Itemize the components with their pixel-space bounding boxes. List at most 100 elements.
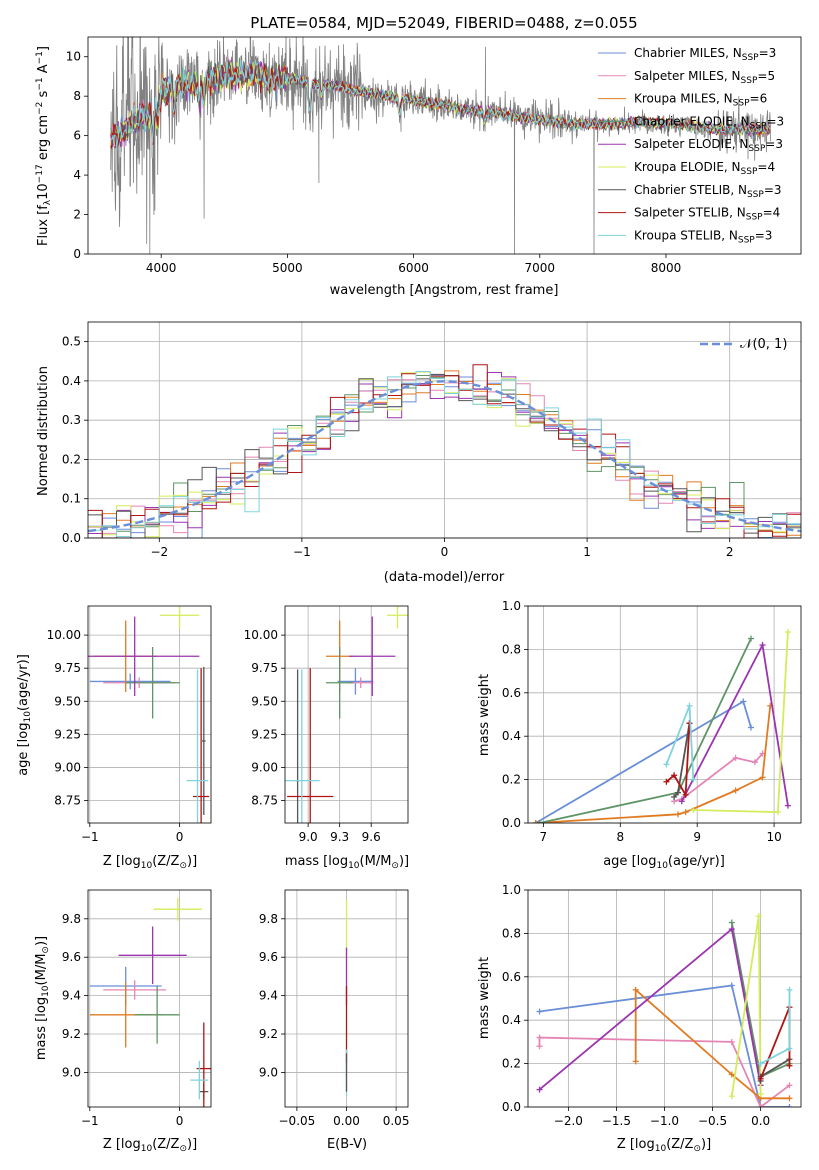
mass-weight-line — [538, 927, 762, 1091]
label-part: Chabrier MILES, N — [634, 46, 742, 60]
tick-label-y: 9.25 — [251, 727, 278, 741]
axes-massweight_vs_Z: −2.0 −1.5 −1.0 −0.5 0.0 0.0 0.2 0.4 0.6 0.8 1.0 — [502, 883, 802, 1128]
tick-label-x: 5000 — [272, 261, 303, 275]
label-part: 10 — [36, 183, 51, 200]
chart-title: PLATE=0584, MJD=52049, FIBERID=0488, z=0… — [250, 14, 637, 32]
y-axis-label: Flux [fλ10−17 erg cm−2 s−1 A−1] — [35, 46, 53, 246]
legend-label: 𝒩(0, 1) — [740, 337, 787, 352]
axes-age_vs_Z: −1 0 8.75 9.00 9.25 9.50 9.75 10.00 — [47, 605, 212, 844]
label-part: =3 — [764, 183, 782, 197]
tick-label-y: 0.5 — [62, 335, 81, 349]
normal-reference-curve — [88, 380, 801, 533]
label-part: Kroupa MILES, N — [634, 92, 733, 106]
tick-label-x: 8000 — [651, 261, 682, 275]
label-part: 10 — [141, 861, 153, 871]
label-part: )] — [187, 1137, 197, 1152]
legend-label: Kroupa STELIB, NSSP=3 — [634, 228, 772, 245]
axes-mass_vs_ebv: −0.05 0.00 0.05 9.0 9.2 9.4 9.6 9.8 — [259, 889, 409, 1128]
tick-label-y: 0.2 — [502, 773, 521, 787]
y-axis-label: mass [log10(M/M⊙)] — [34, 936, 51, 1060]
label-part: Z [log — [103, 854, 141, 869]
label-part: =3 — [765, 137, 783, 151]
y-axis-label: mass weight — [477, 957, 492, 1039]
tick-label-x: −2.0 — [554, 1114, 583, 1128]
x-axis-label: Z [log10(Z/Z⊙)] — [103, 854, 197, 871]
plot-area — [110, 37, 771, 254]
axes-frame — [284, 889, 409, 1108]
label-part: =3 — [755, 228, 773, 242]
tick-label-y: 6 — [73, 129, 81, 143]
x-axis-label: mass [log10(M/M⊙)] — [285, 854, 409, 871]
legend-label: Chabrier STELIB, NSSP=3 — [634, 183, 782, 200]
axes-residual_histogram: −2 −1 0 1 2 0.0 0.1 0.2 0.3 0.4 0.5 — [62, 321, 802, 559]
plot-area — [536, 913, 793, 1107]
label-part: A — [36, 64, 51, 77]
plot-area — [88, 364, 801, 538]
tick-label-y: 0.4 — [502, 729, 521, 743]
axes-massweight_vs_age: 7 8 9 10 0.0 0.2 0.4 0.6 0.8 1.0 — [502, 599, 802, 844]
label-part: 10 — [655, 1144, 667, 1154]
tick-label-y: 9.2 — [259, 1027, 278, 1041]
tick-label-x: 7 — [540, 830, 548, 844]
axes-mass_vs_Z: −1 0 9.0 9.2 9.4 9.6 9.8 — [62, 889, 212, 1128]
label-part: =4 — [763, 206, 781, 220]
label-part: λ — [43, 199, 53, 205]
label-part: Kroupa ELODIE, N — [634, 160, 741, 174]
label-part: Salpeter ELODIE, N — [634, 137, 748, 151]
label-part: SSP — [741, 76, 758, 86]
tick-label-y: 9.6 — [62, 950, 81, 964]
tick-label-x: −2 — [150, 545, 168, 559]
tick-label-y: 9.2 — [62, 1027, 81, 1041]
tick-label-y: 8.75 — [54, 794, 81, 808]
plot-area — [88, 606, 210, 823]
label-part: 10 — [41, 985, 51, 997]
y-axis-label: mass weight — [477, 674, 492, 756]
tick-label-y: 9.8 — [259, 912, 278, 926]
legend-label: Kroupa MILES, NSSP=6 — [634, 92, 767, 109]
tick-label-y: 9.0 — [259, 1065, 278, 1079]
tick-label-y: 9.0 — [62, 1065, 81, 1079]
plot-area — [532, 629, 791, 823]
label-part: )] — [399, 854, 409, 869]
tick-label-x: 4000 — [146, 261, 177, 275]
tick-label-y: 0.3 — [62, 413, 81, 427]
label-part: SSP — [738, 235, 755, 245]
label-part: =3 — [766, 114, 784, 128]
tick-label-x: 9.3 — [330, 830, 349, 844]
axes-spectrum: 4000 5000 6000 7000 8000 0 2 4 6 8 10 — [66, 36, 802, 275]
tick-label-y: 8.75 — [251, 794, 278, 808]
label-part: SSP — [746, 213, 763, 223]
label-part: Z [log — [617, 1137, 655, 1152]
label-part: (age/yr)] — [16, 654, 31, 711]
tick-label-x: 0 — [441, 545, 449, 559]
tick-label-x: −1 — [293, 545, 311, 559]
x-axis-label: Z [log10(Z/Z⊙)] — [103, 1137, 197, 1154]
label-part: s — [36, 90, 51, 101]
tick-label-x: 0.0 — [751, 1114, 770, 1128]
tick-label-x: 0 — [176, 1114, 184, 1128]
tick-label-x: −1 — [81, 830, 99, 844]
label-part: −2 — [35, 102, 45, 115]
mass-weight-line — [681, 642, 789, 806]
tick-label-y: 9.6 — [259, 950, 278, 964]
tick-label-y: 1.0 — [502, 883, 521, 897]
axes-frame — [87, 36, 802, 255]
tick-label-y: 0.1 — [62, 492, 81, 506]
tick-label-x: 9.6 — [362, 830, 381, 844]
tick-label-y: 0.6 — [502, 970, 521, 984]
tick-label-y: 0.2 — [62, 452, 81, 466]
tick-label-x: 10 — [766, 830, 781, 844]
tick-label-x: −1 — [81, 1114, 99, 1128]
label-part: SSP — [750, 121, 767, 131]
tick-label-y: 9.8 — [62, 912, 81, 926]
label-part: ⊙ — [179, 861, 187, 871]
tick-label-y: 0.0 — [502, 1100, 521, 1114]
label-part: age [log — [16, 723, 31, 776]
label-part: age [log — [603, 854, 656, 869]
label-part: −17 — [35, 164, 45, 183]
label-part: SSP — [747, 190, 764, 200]
tick-label-x: 7000 — [525, 261, 556, 275]
label-part: Salpeter MILES, N — [634, 69, 741, 83]
tick-label-x: −1.0 — [650, 1114, 679, 1128]
tick-label-y: 9.75 — [54, 661, 81, 675]
